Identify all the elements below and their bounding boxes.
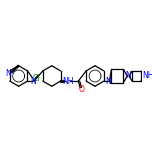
Text: Cl: Cl <box>32 74 40 83</box>
Text: O: O <box>79 85 85 94</box>
Text: NH: NH <box>142 71 152 81</box>
Text: N: N <box>30 77 36 86</box>
Text: N: N <box>5 69 11 78</box>
Text: N: N <box>125 71 131 81</box>
Text: NH: NH <box>62 77 74 86</box>
Text: N: N <box>106 77 111 86</box>
